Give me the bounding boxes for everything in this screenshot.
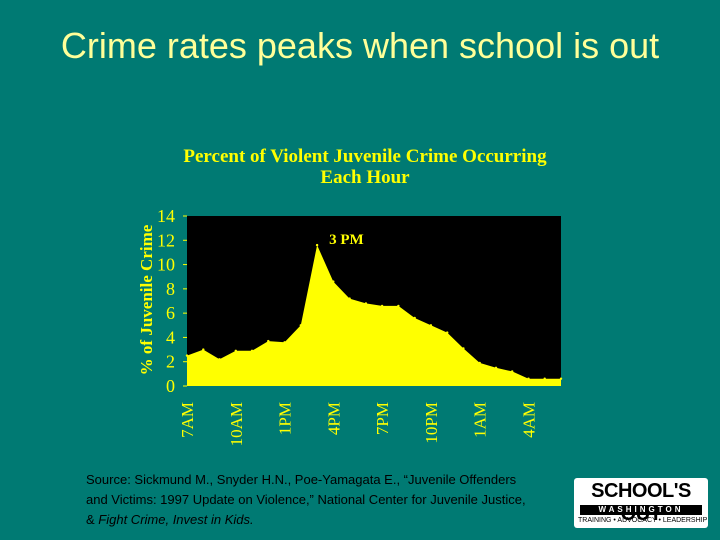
- data-point: [397, 304, 400, 308]
- y-tick-label: 14: [157, 206, 175, 226]
- data-point: [364, 302, 368, 305]
- x-tick-label: 7AM: [178, 402, 197, 438]
- data-point: [234, 349, 237, 352]
- data-point: [185, 354, 189, 357]
- data-point: [315, 243, 319, 247]
- data-point: [478, 361, 481, 365]
- y-tick-label: 10: [157, 255, 175, 275]
- y-tick-label: 8: [166, 279, 175, 299]
- peak-annotation: 3 PM: [329, 232, 364, 248]
- data-point: [446, 331, 449, 334]
- data-point: [462, 347, 465, 350]
- data-point: [494, 366, 498, 369]
- y-tick-label: 6: [166, 303, 175, 323]
- y-tick-label: 4: [166, 327, 175, 347]
- x-tick-label: 1PM: [276, 402, 295, 435]
- data-point: [202, 348, 205, 351]
- y-tick-label: 12: [157, 230, 175, 250]
- x-tick-label: 1AM: [471, 402, 490, 438]
- data-point: [380, 304, 384, 308]
- logo-tagline: TRAINING • ADVOCACY • LEADERSHIP: [578, 517, 708, 524]
- data-point: [543, 377, 546, 380]
- data-point: [332, 280, 335, 283]
- source-line-2: and Victims: 1997 Update on Violence,” N…: [86, 492, 526, 507]
- data-point: [250, 349, 254, 352]
- chart-title: Percent of Violent Juvenile Crime Occurr…: [183, 146, 547, 188]
- data-point: [429, 324, 433, 327]
- x-tick-label: 4PM: [324, 402, 343, 435]
- data-point: [511, 370, 514, 373]
- slide-title: Crime rates peaks when school is out: [60, 25, 660, 66]
- y-tick-label: 2: [166, 352, 175, 372]
- data-point: [299, 324, 302, 327]
- schools-out-logo: SCHOOL'S OUT WASHINGTON TRAINING • ADVOC…: [574, 478, 708, 528]
- data-point: [559, 377, 563, 380]
- source-line-1: Source: Sickmund M., Snyder H.N., Poe-Ya…: [86, 472, 517, 487]
- x-tick-label: 10AM: [227, 402, 246, 446]
- x-tick-label: 7PM: [373, 402, 392, 435]
- logo-state: WASHINGTON: [580, 505, 702, 515]
- data-point: [267, 339, 270, 343]
- source-line-3-prefix: &: [86, 512, 99, 527]
- data-point: [218, 358, 221, 361]
- y-tick-label: 0: [166, 376, 175, 396]
- data-point: [283, 341, 286, 344]
- source-citation: Source: Sickmund M., Snyder H.N., Poe-Ya…: [86, 470, 586, 530]
- source-line-3-italic: Fight Crime, Invest in Kids.: [98, 512, 254, 527]
- data-point: [527, 377, 530, 380]
- data-point: [413, 316, 416, 320]
- source-line-3: & Fight Crime, Invest in Kids.: [86, 510, 586, 530]
- x-tick-label: 4AM: [519, 402, 538, 438]
- x-tick-label: 10PM: [422, 402, 441, 444]
- y-axis-label: % of Juvenile Crime: [137, 224, 156, 375]
- series-area: [187, 245, 561, 386]
- data-point: [348, 297, 351, 300]
